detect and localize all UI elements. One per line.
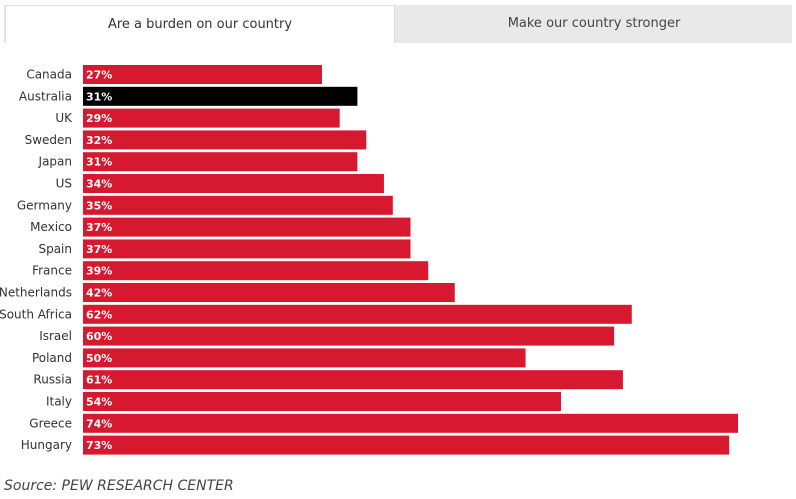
- category-label: Sweden: [25, 133, 72, 147]
- value-label: 39%: [86, 265, 112, 278]
- category-label: Greece: [29, 416, 72, 430]
- value-label: 31%: [86, 90, 112, 103]
- bar-canada[interactable]: [83, 65, 322, 84]
- category-label: Japan: [38, 155, 72, 169]
- value-label: 34%: [86, 178, 112, 191]
- category-label: France: [32, 264, 72, 278]
- value-label: 62%: [86, 308, 112, 321]
- value-label: 35%: [86, 199, 112, 212]
- bar-france[interactable]: [83, 261, 429, 281]
- category-label: Canada: [26, 68, 72, 82]
- bar-russia[interactable]: [83, 370, 623, 390]
- category-label: Germany: [17, 198, 72, 212]
- value-label: 60%: [86, 330, 112, 343]
- bar-uk[interactable]: [83, 108, 340, 128]
- value-label: 37%: [86, 243, 112, 256]
- bar-us[interactable]: [83, 174, 384, 193]
- bar-japan[interactable]: [83, 152, 358, 172]
- value-label: 74%: [86, 417, 112, 430]
- value-label: 61%: [86, 374, 112, 387]
- bar-sweden[interactable]: [83, 130, 367, 150]
- bar-spain[interactable]: [83, 239, 411, 259]
- bar-australia[interactable]: [83, 86, 358, 106]
- bar-hungary[interactable]: [83, 435, 730, 455]
- bar-mexico[interactable]: [83, 217, 411, 237]
- category-label: UK: [55, 111, 73, 125]
- bar-netherlands[interactable]: [83, 283, 455, 302]
- category-label: Netherlands: [0, 286, 72, 300]
- tab-burden[interactable]: Are a burden on our country: [5, 5, 395, 43]
- category-label: Spain: [38, 242, 72, 256]
- value-label: 54%: [86, 396, 112, 409]
- value-label: 73%: [86, 439, 112, 452]
- category-label: Poland: [32, 351, 72, 365]
- tab-bar: Are a burden on our country Make our cou…: [4, 5, 792, 43]
- category-label: Israel: [39, 329, 72, 343]
- bar-south-africa[interactable]: [83, 304, 632, 324]
- category-label: Mexico: [30, 220, 72, 234]
- source-note: Source: PEW RESEARCH CENTER: [4, 478, 234, 494]
- value-label: 27%: [86, 69, 112, 82]
- bar-israel[interactable]: [83, 326, 615, 346]
- bar-italy[interactable]: [83, 392, 561, 411]
- bar-poland[interactable]: [83, 348, 526, 368]
- value-label: 32%: [86, 134, 112, 147]
- value-label: 37%: [86, 221, 112, 234]
- category-label: South Africa: [0, 307, 72, 321]
- bar-germany[interactable]: [83, 195, 393, 215]
- value-label: 42%: [86, 287, 112, 300]
- bar-chart: Canada 27% Australia 31% UK 29% Sweden 32% Japan…: [0, 65, 738, 455]
- category-label: Hungary: [21, 438, 72, 452]
- category-label: Australia: [19, 89, 72, 103]
- tab-stronger[interactable]: Make our country stronger: [507, 16, 681, 31]
- category-label: Italy: [46, 395, 72, 409]
- bar-greece[interactable]: [83, 413, 738, 433]
- category-label: US: [56, 177, 72, 191]
- value-label: 29%: [86, 112, 112, 125]
- value-label: 31%: [86, 156, 112, 169]
- value-label: 50%: [86, 352, 112, 365]
- category-label: Russia: [33, 373, 72, 387]
